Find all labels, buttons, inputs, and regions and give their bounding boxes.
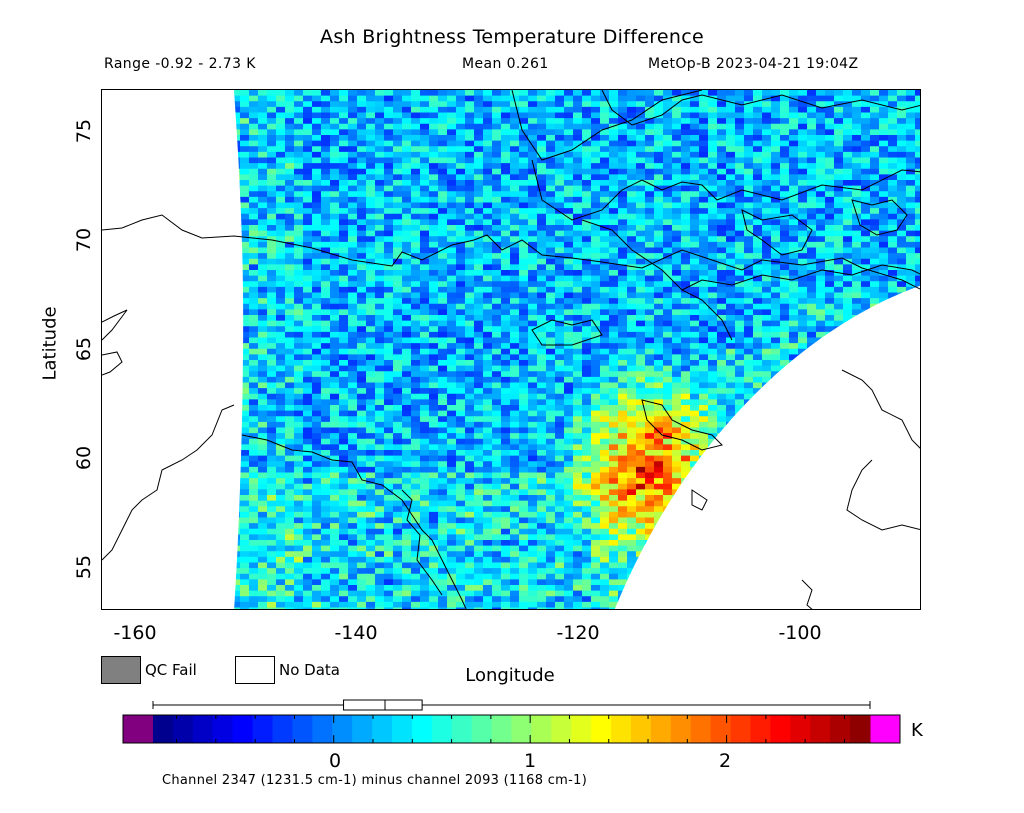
colorbar-segment <box>690 715 712 743</box>
colorbar-segment <box>531 715 552 743</box>
colorbar-below-swatch <box>123 715 153 743</box>
colorbar-segment <box>471 715 493 743</box>
qc-fail-label: QC Fail <box>145 661 197 679</box>
coastline-path <box>601 90 920 126</box>
colorbar-segment <box>451 715 473 743</box>
coastline-path <box>841 369 920 449</box>
colorbar-segment <box>192 715 214 743</box>
y-tick-70: 70 <box>73 227 95 253</box>
y-tick-60: 60 <box>73 445 95 471</box>
colorbar-segment <box>232 715 254 743</box>
ash-data-swath <box>234 90 920 609</box>
map-plot-area <box>101 89 921 610</box>
coastline-path <box>511 90 703 161</box>
colorbar-segment <box>571 715 592 743</box>
coastline-path <box>241 434 467 609</box>
coastline-path <box>531 159 643 221</box>
colorbar-segment <box>810 715 831 743</box>
x-tick-minus140: -140 <box>334 622 378 644</box>
map-svg <box>102 90 920 609</box>
coastline-path <box>102 351 123 376</box>
colorbar-segment <box>252 715 273 743</box>
colorbar-segment <box>352 715 373 743</box>
no-data-swatch <box>235 656 275 684</box>
colorbar-tick-2: 2 <box>718 750 732 772</box>
colorbar-tick-0: 0 <box>328 750 342 772</box>
colorbar-segment <box>790 715 811 743</box>
colorbar-outline <box>122 714 901 744</box>
colorbar-segment <box>631 715 652 743</box>
coastline-path <box>851 199 908 236</box>
y-tick-55: 55 <box>73 554 95 580</box>
colorbar-segment <box>272 715 293 743</box>
mean-text: Mean 0.261 <box>462 56 549 72</box>
colorbar-segment <box>670 715 692 743</box>
coastline-path <box>741 209 813 256</box>
boxplot-box <box>343 699 423 711</box>
colorbar-segment <box>392 715 413 743</box>
x-tick-minus120: -120 <box>556 622 600 644</box>
colorbar-segment <box>491 715 512 743</box>
colorbar-segment <box>372 715 393 743</box>
colorbar-segment <box>591 715 612 743</box>
colorbar-segment <box>750 715 771 743</box>
colorbar-segment <box>850 715 871 743</box>
colorbar-segment <box>411 715 433 743</box>
colorbar-segment <box>153 715 174 743</box>
coastline-path <box>401 489 443 596</box>
range-text: Range -0.92 - 2.73 K <box>104 56 256 72</box>
coastline-path <box>681 264 920 291</box>
colorbar-segment <box>511 715 532 743</box>
coastline-path <box>641 169 920 201</box>
colorbar-segment <box>710 715 732 743</box>
coastline-path <box>531 319 603 346</box>
coastline-path <box>801 579 813 609</box>
colorbar-segment <box>332 715 353 743</box>
x-axis-label: Longitude <box>465 665 555 686</box>
coastline-path <box>846 459 920 531</box>
x-tick-minus160: -160 <box>113 622 157 644</box>
y-tick-65: 65 <box>73 336 95 362</box>
coastline-path <box>641 399 723 451</box>
satellite-time-text: MetOp-B 2023-04-21 19:04Z <box>648 56 859 72</box>
colorbar-unit: K <box>911 720 923 741</box>
y-tick-75: 75 <box>73 118 95 144</box>
no-data-label: No Data <box>279 661 340 679</box>
colorbar-segment <box>292 715 313 743</box>
y-axis-label: Latitude <box>39 306 61 381</box>
colorbar-tick-1: 1 <box>523 750 537 772</box>
chart-title: Ash Brightness Temperature Difference <box>320 26 704 48</box>
colorbar-segment <box>830 715 851 743</box>
colorbar-segment <box>212 715 234 743</box>
coastline-path <box>102 214 920 290</box>
colorbar-above-swatch <box>870 715 900 743</box>
coastline-path <box>102 309 128 341</box>
channel-description: Channel 2347 (1231.5 cm-1) minus channel… <box>162 773 588 788</box>
colorbar-segment <box>730 715 751 743</box>
coastline-path <box>102 404 235 561</box>
qc-fail-swatch <box>101 656 141 684</box>
colorbar-segment <box>770 715 791 743</box>
coastlines <box>102 90 920 609</box>
coastline-path <box>691 489 708 511</box>
coastline-path <box>581 219 733 341</box>
colorbar-segment <box>551 715 572 743</box>
colorbar-segment <box>611 715 632 743</box>
x-tick-minus100: -100 <box>778 622 822 644</box>
colorbar-segment <box>431 715 453 743</box>
colorbar-segment <box>650 715 672 743</box>
colorbar-segment <box>172 715 194 743</box>
colorbar-segment <box>312 715 333 743</box>
